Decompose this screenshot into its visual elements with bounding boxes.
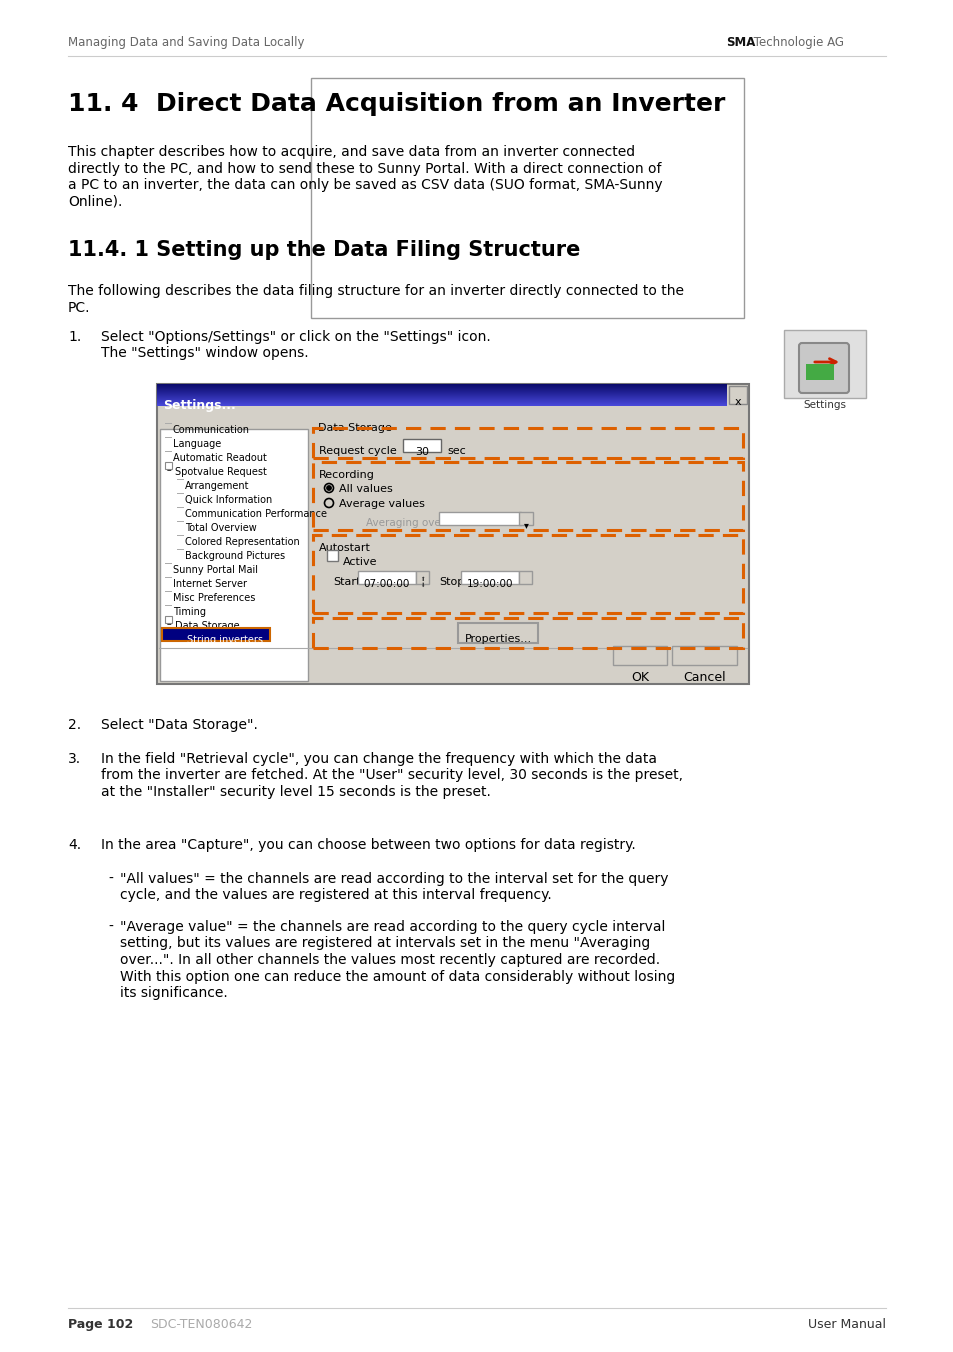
Text: The "Settings" window opens.: The "Settings" window opens.: [101, 346, 309, 361]
Text: directly to the PC, and how to send these to Sunny Portal. With a direct connect: directly to the PC, and how to send thes…: [68, 161, 660, 176]
FancyBboxPatch shape: [799, 343, 848, 393]
FancyBboxPatch shape: [460, 571, 518, 584]
Text: 1.: 1.: [68, 330, 81, 343]
Text: 4.: 4.: [68, 838, 81, 852]
FancyBboxPatch shape: [783, 330, 865, 397]
Text: Request cycle: Request cycle: [318, 446, 396, 456]
Text: With this option one can reduce the amount of data considerably without losing: With this option one can reduce the amou…: [120, 969, 675, 983]
Text: "All values" = the channels are read according to the interval set for the query: "All values" = the channels are read acc…: [120, 872, 668, 886]
Text: Online).: Online).: [68, 195, 122, 208]
Text: Communication Performance: Communication Performance: [185, 508, 327, 519]
Text: 11.4. 1 Setting up the Data Filing Structure: 11.4. 1 Setting up the Data Filing Struc…: [68, 241, 579, 260]
Text: Managing Data and Saving Data Locally: Managing Data and Saving Data Locally: [68, 37, 304, 49]
Text: Start: Start: [333, 577, 360, 587]
Text: x: x: [734, 397, 740, 407]
FancyBboxPatch shape: [613, 646, 666, 665]
Text: Recording: Recording: [318, 470, 375, 480]
Text: sec: sec: [447, 446, 465, 456]
Text: ⬆
⬇: ⬆ ⬇: [419, 577, 424, 588]
FancyBboxPatch shape: [805, 364, 833, 380]
FancyBboxPatch shape: [165, 462, 172, 469]
Text: 2.: 2.: [68, 718, 81, 731]
Text: Settings...: Settings...: [163, 399, 235, 412]
Text: a PC to an inverter, the data can only be saved as CSV data (SUO format, SMA-Sun: a PC to an inverter, the data can only b…: [68, 178, 662, 192]
Text: Data Storage: Data Storage: [317, 423, 392, 433]
Text: String inverters: String inverters: [187, 635, 263, 645]
Text: In the area "Capture", you can choose between two options for data registry.: In the area "Capture", you can choose be…: [101, 838, 635, 852]
Text: User Manual: User Manual: [807, 1318, 885, 1330]
FancyBboxPatch shape: [327, 550, 337, 561]
Text: Data Storage: Data Storage: [174, 621, 239, 631]
Text: Quick Information: Quick Information: [185, 495, 272, 506]
Text: All values: All values: [338, 484, 393, 493]
FancyBboxPatch shape: [162, 627, 270, 641]
Text: Background Pictures: Background Pictures: [185, 552, 285, 561]
Text: Communication: Communication: [172, 425, 250, 435]
Text: its significance.: its significance.: [120, 986, 228, 1000]
FancyBboxPatch shape: [457, 623, 537, 644]
Text: In the field "Retrieval cycle", you can change the frequency with which the data: In the field "Retrieval cycle", you can …: [101, 752, 657, 767]
FancyBboxPatch shape: [518, 571, 532, 584]
Text: PC.: PC.: [68, 300, 91, 315]
Text: This chapter describes how to acquire, and save data from an inverter connected: This chapter describes how to acquire, a…: [68, 145, 635, 160]
Text: Internet Server: Internet Server: [172, 579, 247, 589]
FancyBboxPatch shape: [438, 512, 520, 525]
Text: Select "Options/Settings" or click on the "Settings" icon.: Select "Options/Settings" or click on th…: [101, 330, 490, 343]
Text: Averaging over: Averaging over: [366, 518, 445, 529]
FancyBboxPatch shape: [165, 617, 172, 623]
FancyBboxPatch shape: [157, 384, 748, 684]
Text: Total Overview: Total Overview: [185, 523, 256, 533]
Text: Cancel: Cancel: [683, 671, 725, 684]
Text: SMA: SMA: [725, 37, 755, 49]
FancyBboxPatch shape: [671, 646, 737, 665]
Text: over...". In all other channels the values most recently captured are recorded.: over...". In all other channels the valu…: [120, 953, 659, 967]
Text: Spotvalue Request: Spotvalue Request: [174, 466, 267, 477]
Text: Timing: Timing: [172, 607, 206, 617]
FancyBboxPatch shape: [518, 512, 533, 525]
Text: Select "Data Storage".: Select "Data Storage".: [101, 718, 257, 731]
Circle shape: [327, 485, 331, 491]
Text: -: -: [108, 872, 112, 886]
Text: −: −: [166, 621, 171, 629]
Text: Arrangement: Arrangement: [185, 481, 250, 491]
Text: cycle, and the values are registered at this interval frequency.: cycle, and the values are registered at …: [120, 888, 551, 903]
Text: Automatic Readout: Automatic Readout: [172, 453, 267, 462]
Text: Language: Language: [172, 439, 221, 449]
Text: Misc Preferences: Misc Preferences: [172, 594, 255, 603]
FancyBboxPatch shape: [357, 571, 416, 584]
Text: Autostart: Autostart: [318, 544, 371, 553]
Text: 19:00:00: 19:00:00: [466, 579, 513, 589]
Text: 30: 30: [415, 448, 429, 457]
Text: Page 102: Page 102: [68, 1318, 133, 1330]
FancyBboxPatch shape: [160, 429, 308, 681]
Text: 3.: 3.: [68, 752, 81, 767]
Text: Active: Active: [343, 557, 377, 566]
FancyBboxPatch shape: [402, 439, 440, 452]
Text: Stop: Stop: [438, 577, 464, 587]
Text: -: -: [108, 919, 112, 934]
Text: The following describes the data filing structure for an inverter directly conne: The following describes the data filing …: [68, 284, 683, 297]
Text: setting, but its values are registered at intervals set in the menu "Averaging: setting, but its values are registered a…: [120, 937, 650, 950]
Text: OK: OK: [630, 671, 648, 684]
Text: Sunny Portal Mail: Sunny Portal Mail: [172, 565, 257, 575]
Text: Technologie AG: Technologie AG: [749, 37, 843, 49]
FancyBboxPatch shape: [416, 571, 429, 584]
FancyArrowPatch shape: [814, 358, 835, 365]
Text: SDC-TEN080642: SDC-TEN080642: [150, 1318, 253, 1330]
Text: 07:00:00: 07:00:00: [363, 579, 410, 589]
Text: Average values: Average values: [338, 499, 424, 508]
Text: at the "Installer" security level 15 seconds is the preset.: at the "Installer" security level 15 sec…: [101, 786, 491, 799]
Text: Properties...: Properties...: [464, 634, 531, 644]
Text: ▾: ▾: [523, 521, 528, 530]
FancyBboxPatch shape: [728, 387, 746, 404]
Text: from the inverter are fetched. At the "User" security level, 30 seconds is the p: from the inverter are fetched. At the "U…: [101, 768, 682, 783]
Text: −: −: [166, 466, 171, 475]
Text: 11. 4  Direct Data Acquisition from an Inverter: 11. 4 Direct Data Acquisition from an In…: [68, 92, 724, 116]
Text: "Average value" = the channels are read according to the query cycle interval: "Average value" = the channels are read …: [120, 919, 664, 934]
Text: Settings: Settings: [802, 400, 845, 410]
Text: Colored Representation: Colored Representation: [185, 537, 299, 548]
